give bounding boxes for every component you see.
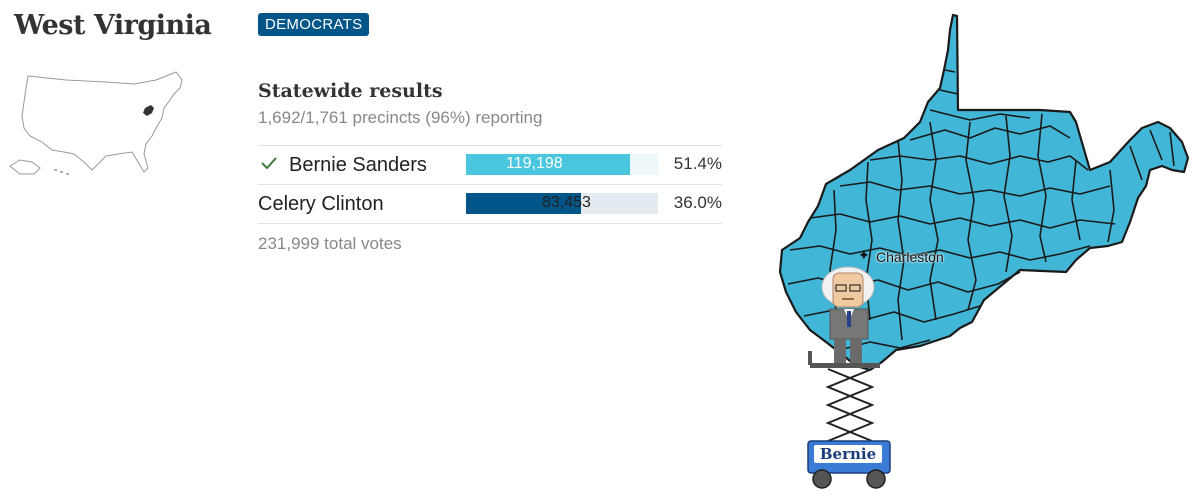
us-locator-map — [9, 71, 183, 175]
candidate-name: Bernie Sanders — [289, 154, 427, 176]
lift-wheel — [866, 469, 886, 489]
lift-wheel — [812, 469, 832, 489]
results-heading: Statewide results — [258, 80, 443, 102]
results-table: Bernie Sanders 119,198 51.4% Celery Clin… — [258, 145, 722, 224]
precincts-reporting: 1,692/1,761 precincts (96%) reporting — [258, 108, 543, 127]
party-badge[interactable]: DEMOCRATS — [258, 13, 370, 36]
lift-scissor-arms — [825, 368, 875, 442]
vote-count: 119,198 — [506, 155, 563, 172]
winner-check-icon — [261, 157, 277, 170]
vote-bar: 83,453 — [466, 193, 658, 214]
total-votes: 231,999 total votes — [258, 234, 402, 253]
capital-star-icon: ✦ — [858, 247, 870, 263]
candidate-row: Bernie Sanders 119,198 51.4% — [258, 145, 722, 185]
bernie-figure — [821, 266, 875, 363]
scissor-lift-illustration: Bernie — [807, 266, 891, 489]
candidate-name: Celery Clinton — [258, 193, 384, 215]
west-virginia-highlight — [143, 105, 154, 116]
state-title: West Virginia — [14, 10, 212, 41]
vote-bar-fill — [466, 193, 582, 214]
vote-percent: 36.0% — [673, 193, 722, 212]
candidate-row: Celery Clinton 83,453 36.0% — [258, 185, 722, 224]
city-label-charleston: Charleston — [876, 249, 944, 265]
vote-count: 83,453 — [542, 194, 591, 211]
lift-sign-text: Bernie — [820, 445, 876, 463]
lift-platform — [810, 363, 880, 368]
vote-bar-fill — [466, 154, 631, 175]
vote-percent: 51.4% — [673, 154, 722, 173]
vote-bar: 119,198 — [466, 154, 658, 175]
